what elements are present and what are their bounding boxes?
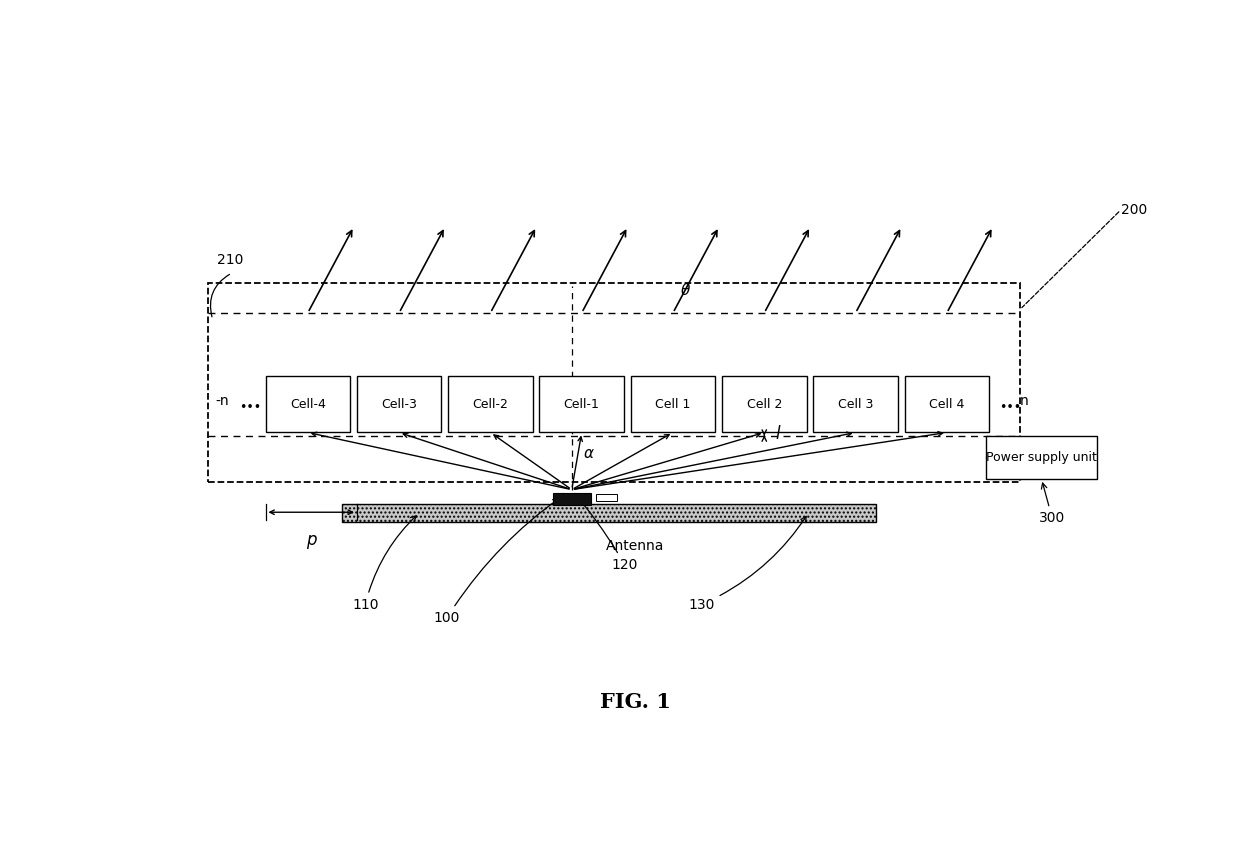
Bar: [342, 504, 875, 522]
Text: 200: 200: [1121, 203, 1147, 217]
Bar: [986, 436, 1096, 479]
Text: Cell-2: Cell-2: [472, 398, 508, 411]
Text: FIG. 1: FIG. 1: [600, 691, 671, 712]
Text: α: α: [583, 445, 593, 461]
Text: Cell 2: Cell 2: [746, 398, 782, 411]
Text: p: p: [306, 531, 316, 549]
Bar: [448, 376, 533, 432]
Text: Cell 3: Cell 3: [838, 398, 873, 411]
Text: Antenna: Antenna: [606, 539, 665, 553]
Bar: [595, 494, 618, 501]
Bar: [539, 376, 624, 432]
Text: Cell 4: Cell 4: [929, 398, 965, 411]
Text: Cell-4: Cell-4: [290, 398, 326, 411]
Text: n: n: [1019, 394, 1029, 408]
Bar: [553, 493, 591, 505]
Bar: [631, 376, 715, 432]
Text: 100: 100: [434, 499, 559, 625]
Text: •••: •••: [998, 401, 1021, 414]
Text: Cell-1: Cell-1: [564, 398, 600, 411]
Bar: [813, 376, 898, 432]
Text: Cell 1: Cell 1: [655, 398, 691, 411]
Text: -n: -n: [216, 394, 229, 408]
Text: 300: 300: [1039, 483, 1065, 526]
Bar: [905, 376, 990, 432]
Text: •••: •••: [239, 401, 262, 414]
Text: θ: θ: [681, 283, 689, 299]
Bar: [722, 376, 806, 432]
Text: 210: 210: [217, 253, 244, 267]
Text: 120: 120: [574, 494, 637, 571]
Text: Cell-3: Cell-3: [381, 398, 417, 411]
Text: l: l: [776, 425, 780, 444]
Text: 130: 130: [688, 516, 806, 612]
Text: 110: 110: [352, 516, 417, 612]
Bar: [357, 376, 441, 432]
Bar: [265, 376, 350, 432]
Text: Power supply unit: Power supply unit: [986, 450, 1097, 464]
